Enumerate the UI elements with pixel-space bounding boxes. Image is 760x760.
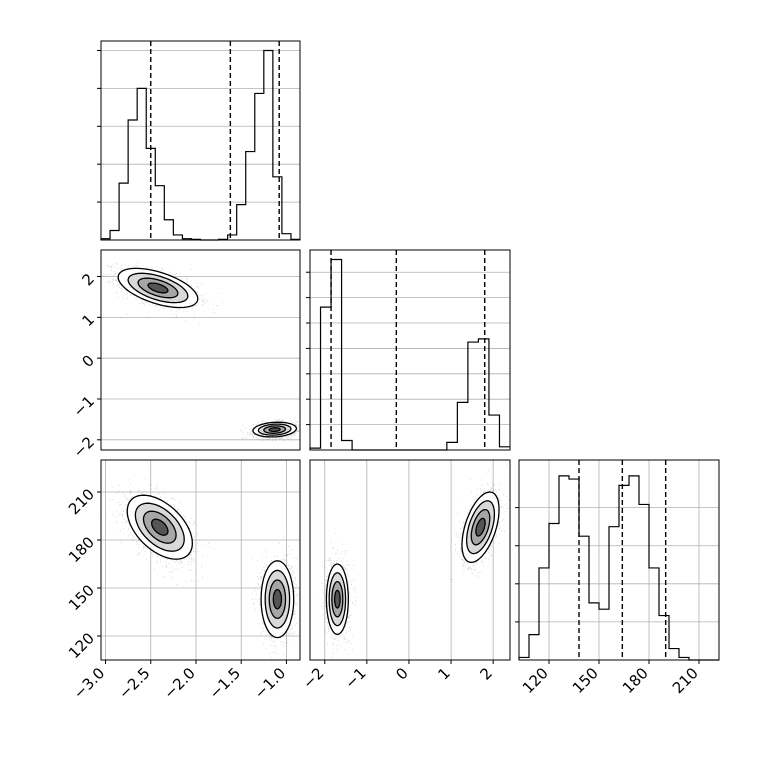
density-fill — [273, 589, 282, 609]
histogram-step — [518, 475, 719, 661]
x-tick-label: 0 — [392, 664, 411, 683]
density-contour — [137, 277, 179, 299]
density-contour — [257, 423, 292, 436]
x-tick-label: −3.0 — [70, 664, 108, 702]
x-tick-label: −2 — [299, 664, 327, 692]
scatter-area — [101, 478, 300, 660]
scatter-area — [103, 262, 300, 442]
scatter-area — [319, 465, 510, 658]
x-tick-label: 1 — [434, 664, 453, 683]
density-contour — [126, 494, 193, 560]
density-contour — [260, 560, 295, 639]
x-tick-label: 2 — [477, 664, 496, 683]
density-contour — [147, 282, 169, 294]
density-contour — [263, 425, 287, 434]
density-contour — [328, 572, 347, 627]
density-contour — [461, 491, 500, 564]
y-tick-label: −2 — [70, 433, 98, 461]
axes-frame — [309, 249, 511, 451]
x-tick-label: −2.0 — [160, 664, 198, 702]
hist-2-panel — [306, 249, 511, 451]
scatter-3-vs-1-panel: −3.0 −2.5 −2.0 −1.5 −1.0 120 150 180 210 — [65, 459, 301, 703]
density-contour — [268, 427, 281, 433]
density-contour — [134, 502, 185, 552]
hist-3-panel: 120 150 180 210 — [515, 459, 720, 697]
density-contour — [325, 563, 349, 636]
density-contour — [151, 518, 169, 536]
x-tick-label: 180 — [619, 664, 652, 697]
density-fill — [334, 590, 341, 608]
x-tick-label: 120 — [519, 664, 552, 697]
density-contour — [465, 500, 496, 555]
histogram-step — [100, 49, 300, 241]
density-contour — [333, 589, 341, 609]
density-contour — [264, 569, 291, 629]
density-contour — [142, 510, 177, 544]
axes-frame — [100, 40, 301, 241]
density-contour — [127, 272, 189, 304]
density-fill — [475, 518, 486, 536]
y-tick-label: 150 — [65, 581, 98, 614]
density-contour — [331, 580, 344, 618]
hist-1-panel — [97, 40, 301, 241]
density-contour — [117, 267, 199, 309]
x-tick-label: 150 — [569, 664, 602, 697]
density-contour — [475, 517, 486, 537]
y-tick-label: 0 — [79, 351, 98, 370]
density-contour — [268, 579, 287, 620]
x-tick-label: 210 — [669, 664, 702, 697]
y-tick-label: −1 — [70, 392, 98, 420]
y-tick-label: 1 — [79, 311, 98, 330]
axes-frame — [309, 459, 511, 661]
y-tick-label: 180 — [65, 533, 98, 566]
y-tick-label: 120 — [65, 629, 98, 662]
density-contour — [252, 421, 298, 438]
density-contour — [470, 508, 491, 546]
y-tick-label: 210 — [65, 485, 98, 518]
x-tick-label: −1.5 — [206, 664, 244, 702]
axes-frame — [518, 459, 720, 661]
axes-frame — [100, 459, 301, 661]
x-tick-label: −2.5 — [115, 664, 153, 702]
histogram-step — [309, 258, 510, 451]
x-tick-label: −1.0 — [251, 664, 289, 702]
scatter-2-vs-1-panel: −2 −1 0 1 2 — [70, 249, 301, 461]
y-tick-label: 2 — [79, 270, 98, 289]
density-contour — [272, 588, 283, 610]
axes-frame — [100, 249, 301, 451]
density-fill — [148, 283, 168, 293]
scatter-3-vs-2-panel: −2 −1 0 1 2 — [299, 459, 511, 692]
x-tick-label: −1 — [341, 664, 369, 692]
